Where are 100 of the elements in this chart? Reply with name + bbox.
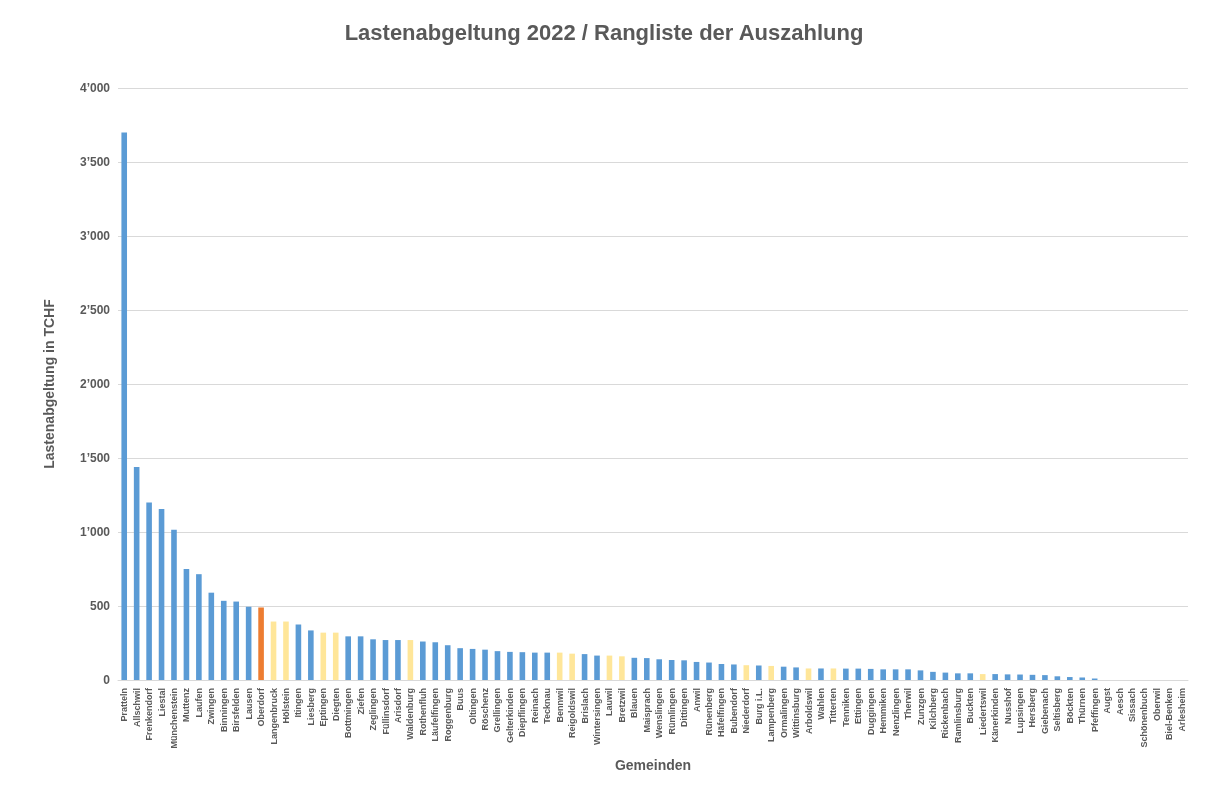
y-tick-label: 1’500 [79, 451, 111, 465]
x-tick-label: Lauwil [604, 688, 615, 717]
chart-title: Lastenabgeltung 2022 / Rangliste der Auszahlung [344, 19, 864, 45]
x-tick-label: Biel-Benken [1164, 688, 1175, 741]
x-tick-label: Wenslingen [654, 688, 665, 739]
y-axis-title: Lastenabgeltung in TCHF [41, 298, 57, 469]
x-tick-label: Oberwil [1151, 688, 1162, 722]
x-tick-label: Laufen [193, 688, 204, 718]
x-tick-label: Wahlen [815, 688, 826, 720]
bar [1067, 677, 1073, 680]
bar [917, 670, 924, 680]
x-tick-label: Gelterkinden [504, 688, 515, 744]
x-tick-label: Diegten [330, 688, 341, 722]
bar [146, 502, 152, 680]
x-tick-label: Zeglingen [368, 688, 379, 731]
bar [581, 654, 588, 680]
x-tick-label: Therwil [903, 688, 914, 720]
x-tick-label: Bennwil [554, 688, 565, 723]
x-tick-label: Seltisberg [1052, 688, 1063, 732]
bar [805, 668, 812, 680]
x-tick-label: Muttenz [181, 687, 192, 722]
bar [233, 601, 239, 680]
bar [308, 630, 314, 680]
y-tick-label: 2’000 [79, 377, 111, 391]
x-tick-label: Kilchberg [927, 688, 938, 730]
bar [818, 668, 824, 680]
bar [656, 659, 663, 680]
x-tick-label: Arlesheim [1176, 688, 1187, 732]
x-tick-label: Hölstein [280, 688, 291, 724]
bar [979, 674, 986, 680]
bar [1054, 676, 1061, 680]
x-tick-label: Känerkinden [990, 688, 1001, 743]
bar [320, 632, 327, 680]
bar [643, 658, 650, 680]
bar [880, 669, 886, 680]
bar [507, 651, 513, 680]
x-tick-label: Bottmingen [343, 688, 354, 738]
bar [395, 640, 401, 680]
bar [1079, 677, 1086, 680]
x-tick-label: Aesch [1114, 688, 1125, 716]
bar [619, 656, 625, 680]
x-tick-label: Grellingen [492, 688, 503, 733]
x-tick-label: Böckten [1064, 688, 1075, 724]
bar [420, 641, 426, 680]
bar [706, 662, 712, 680]
bar [843, 668, 849, 680]
x-axis-title: Gemeinden [614, 757, 692, 773]
x-tick-label: Tecknau [542, 688, 553, 724]
x-tick-label: Füllinsdorf [380, 687, 391, 735]
x-tick-label: Zunzgen [915, 688, 926, 725]
bar [855, 668, 862, 680]
x-tick-label: Dittingen [679, 688, 690, 727]
x-tick-label: Liesberg [305, 688, 316, 726]
x-tick-label: Läufelfingen [430, 688, 441, 742]
y-tick-label: 3’500 [79, 155, 111, 169]
x-tick-label: Rickenbach [940, 688, 951, 739]
x-tick-label: Giebenach [1039, 688, 1050, 735]
y-tick-label: 2’500 [79, 303, 111, 317]
bar [594, 655, 600, 680]
x-tick-label: Blauen [629, 688, 640, 719]
x-tick-label: Oltingen [467, 688, 478, 725]
x-tick-label: Itingen [293, 688, 304, 718]
x-tick-label: Eptingen [318, 688, 329, 727]
bar [681, 660, 687, 680]
bar [494, 651, 501, 680]
bar [967, 673, 974, 680]
x-tick-label: Rothenfluh [417, 688, 428, 736]
x-tick-label: Langenbruck [268, 687, 279, 745]
x-tick-label: Hemmiken [878, 688, 889, 734]
bar [892, 669, 899, 680]
bar [1017, 674, 1023, 680]
y-tick-label: 3’000 [79, 229, 111, 243]
x-tick-label: Arisdorf [392, 687, 403, 724]
x-tick-label: Augst [1102, 688, 1113, 714]
x-tick-label: Häfelfingen [716, 688, 727, 738]
x-tick-label: Nusshof [1002, 687, 1013, 724]
x-tick-label: Schönenbuch [1139, 688, 1150, 748]
bar [370, 639, 376, 680]
bar [992, 674, 998, 680]
bar [444, 645, 451, 680]
x-tick-label: Münchenstein [168, 688, 179, 749]
x-tick-label: Ettingen [853, 688, 864, 724]
x-tick-label: Birsfelden [231, 688, 242, 733]
x-tick-label: Tenniken [840, 688, 851, 727]
x-tick-label: Ormalingen [778, 688, 789, 739]
x-tick-label: Thürnen [1077, 688, 1088, 724]
x-tick-label: Bretzwil [616, 688, 627, 723]
bar [867, 668, 874, 680]
x-tick-label: Arboldswil [803, 688, 814, 735]
bar [532, 652, 538, 680]
x-tick-label: Buus [455, 688, 466, 711]
bar [1042, 675, 1048, 680]
bar [482, 649, 488, 680]
bar [830, 668, 837, 680]
x-tick-label: Nenzlingen [890, 688, 901, 737]
bar [793, 667, 799, 680]
bar [345, 636, 351, 680]
x-tick-label: Ramlinsburg [952, 688, 963, 744]
bar [432, 642, 439, 680]
x-tick-label: Lausen [243, 688, 254, 720]
